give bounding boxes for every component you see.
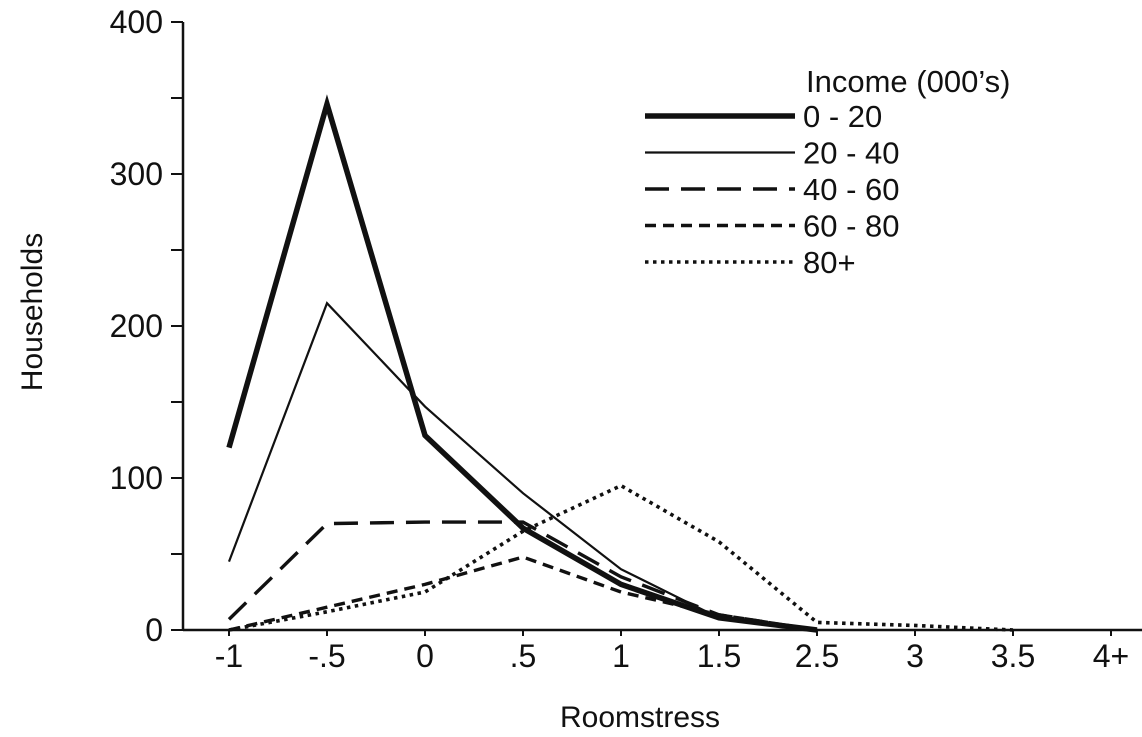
x-tick-label: 4+ — [1093, 638, 1129, 674]
series-line — [228, 483, 1014, 632]
y-tick-label: 200 — [110, 308, 163, 344]
x-axis-ticks: -1 -.5 0 .5 1 1.5 2.5 3 3.5 4+ — [215, 630, 1129, 674]
y-axis-ticks: 0 100 200 300 400 — [110, 4, 183, 648]
legend-label: 0 - 20 — [803, 99, 882, 134]
x-tick-label: 3 — [906, 638, 924, 674]
x-tick-label: .5 — [510, 638, 537, 674]
series-line — [226, 94, 818, 633]
legend-label: 40 - 60 — [803, 172, 900, 207]
legend-label: 20 - 40 — [803, 136, 900, 171]
series-lines — [226, 94, 1014, 633]
x-tick-label: 1.5 — [697, 638, 741, 674]
y-tick-label: 300 — [110, 156, 163, 192]
legend-label: 80+ — [803, 245, 856, 280]
y-tick-label: 400 — [110, 4, 163, 40]
y-tick-label: 100 — [110, 460, 163, 496]
x-tick-label: -.5 — [308, 638, 345, 674]
x-axis-title: Roomstress — [560, 701, 720, 734]
x-tick-label: 1 — [612, 638, 630, 674]
y-tick-label: 0 — [145, 612, 163, 648]
x-tick-label: 2.5 — [795, 638, 839, 674]
legend-title: Income (000’s) — [806, 64, 1010, 99]
series-line — [228, 555, 818, 632]
x-tick-label: 3.5 — [991, 638, 1035, 674]
legend-label: 60 - 80 — [803, 209, 900, 244]
x-tick-label: -1 — [215, 638, 243, 674]
x-tick-label: 0 — [416, 638, 434, 674]
series-line — [227, 301, 818, 632]
y-axis-title: Households — [16, 233, 49, 391]
